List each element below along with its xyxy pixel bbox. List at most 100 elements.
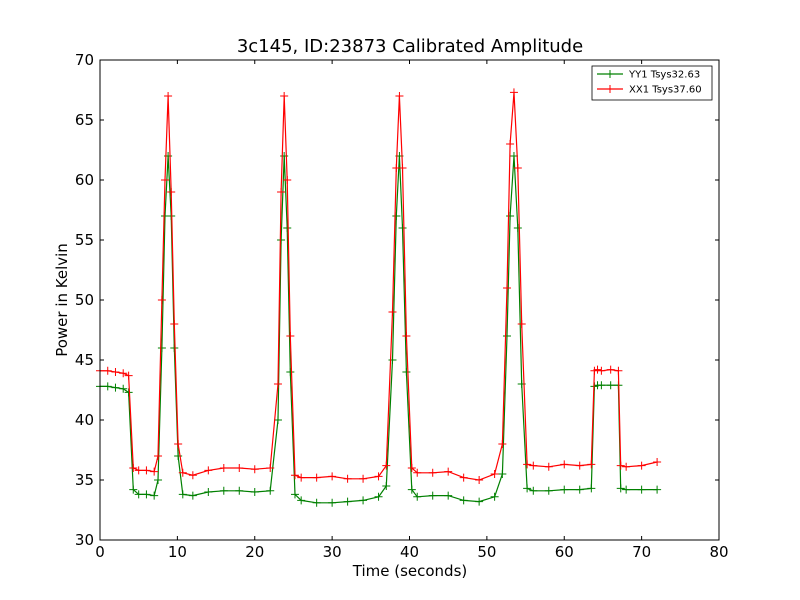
data-point (204, 466, 213, 475)
data-point (560, 460, 569, 469)
data-point (119, 384, 128, 393)
series-layer (96, 88, 662, 507)
data-point (509, 88, 518, 97)
data-point (297, 496, 306, 505)
data-point (174, 440, 183, 448)
data-point (328, 498, 337, 507)
data-point (235, 486, 244, 495)
data-point (502, 284, 511, 292)
data-point (606, 365, 615, 374)
legend: YY1 Tsys32.63 XX1 Tsys37.60 (591, 65, 713, 101)
data-point (513, 164, 522, 172)
data-point (407, 485, 416, 494)
y-tick-label: 50 (75, 291, 94, 309)
x-tick-label: 30 (323, 543, 342, 561)
x-tick-label: 60 (555, 543, 574, 561)
y-tick-label: 65 (75, 111, 94, 129)
data-point (513, 224, 522, 232)
data-point (413, 468, 422, 477)
data-point (170, 344, 179, 352)
data-point (170, 320, 179, 328)
data-point (517, 320, 526, 328)
data-point (129, 485, 138, 494)
data-point (129, 464, 138, 472)
data-point (154, 476, 163, 484)
data-point (359, 474, 368, 483)
data-point (597, 381, 606, 390)
data-point (506, 140, 515, 148)
data-point (407, 464, 416, 472)
data-point (587, 484, 596, 493)
data-point (374, 492, 383, 501)
data-point (219, 464, 228, 472)
data-point (490, 470, 499, 478)
data-point (560, 485, 569, 494)
data-point (614, 366, 623, 375)
data-point (142, 466, 151, 475)
data-point (343, 497, 352, 506)
data-point (157, 344, 166, 352)
y-tick-label: 40 (75, 411, 94, 429)
data-point (290, 490, 299, 499)
y-tick-label: 45 (75, 351, 94, 369)
data-point (523, 484, 532, 493)
data-point (277, 188, 286, 196)
data-point (250, 488, 259, 496)
data-point (312, 473, 321, 482)
legend-marker (606, 85, 614, 93)
data-point (444, 467, 453, 476)
data-point (637, 461, 646, 470)
data-point (402, 368, 411, 376)
data-point (119, 369, 128, 378)
legend-label: XX1 Tsys37.60 (629, 85, 702, 96)
data-point (250, 465, 259, 474)
data-point (575, 461, 584, 470)
x-tick-label: 0 (95, 543, 105, 561)
data-point (103, 382, 112, 391)
data-point (154, 452, 163, 460)
data-point (343, 474, 352, 483)
data-point (544, 462, 553, 471)
data-point (273, 416, 282, 424)
data-point (388, 356, 397, 364)
data-point (150, 491, 159, 500)
data-point (359, 496, 368, 505)
data-point (382, 482, 391, 490)
data-point (398, 164, 407, 172)
data-point (593, 365, 602, 374)
legend-item: YY1 Tsys32.63 (597, 70, 700, 81)
data-point (174, 452, 183, 460)
y-tick-label: 70 (75, 51, 94, 69)
data-point (498, 440, 507, 448)
y-tick-label: 60 (75, 171, 94, 189)
data-point (597, 366, 606, 375)
data-point (575, 485, 584, 494)
data-point (475, 497, 484, 506)
data-point (544, 486, 553, 495)
y-tick-label: 30 (75, 531, 94, 549)
data-point (280, 92, 289, 100)
data-point (167, 188, 176, 196)
data-point (587, 460, 596, 469)
x-tick-label: 70 (632, 543, 651, 561)
y-axis-label: Power in Kelvin (53, 243, 71, 357)
legend-marker (606, 70, 614, 78)
data-point (402, 332, 411, 340)
data-point (388, 308, 397, 316)
x-tick-label: 40 (400, 543, 419, 561)
data-point (637, 485, 646, 494)
legend-label: YY1 Tsys32.63 (628, 70, 700, 81)
data-point (188, 491, 197, 500)
data-point (134, 466, 143, 475)
data-point (235, 464, 244, 472)
legend-item: XX1 Tsys37.60 (597, 85, 702, 96)
data-point (111, 383, 120, 392)
chart-title: 3c145, ID:23873 Calibrated Amplitude (237, 36, 583, 57)
data-point (219, 486, 228, 495)
data-point (204, 488, 213, 496)
data-point (529, 486, 538, 495)
ticks-layer: 0 10 20 30 40 50 60 70 80 30 35 40 45 50 55 60 65 70 (75, 51, 729, 561)
data-point (398, 224, 407, 232)
data-point (459, 473, 468, 482)
